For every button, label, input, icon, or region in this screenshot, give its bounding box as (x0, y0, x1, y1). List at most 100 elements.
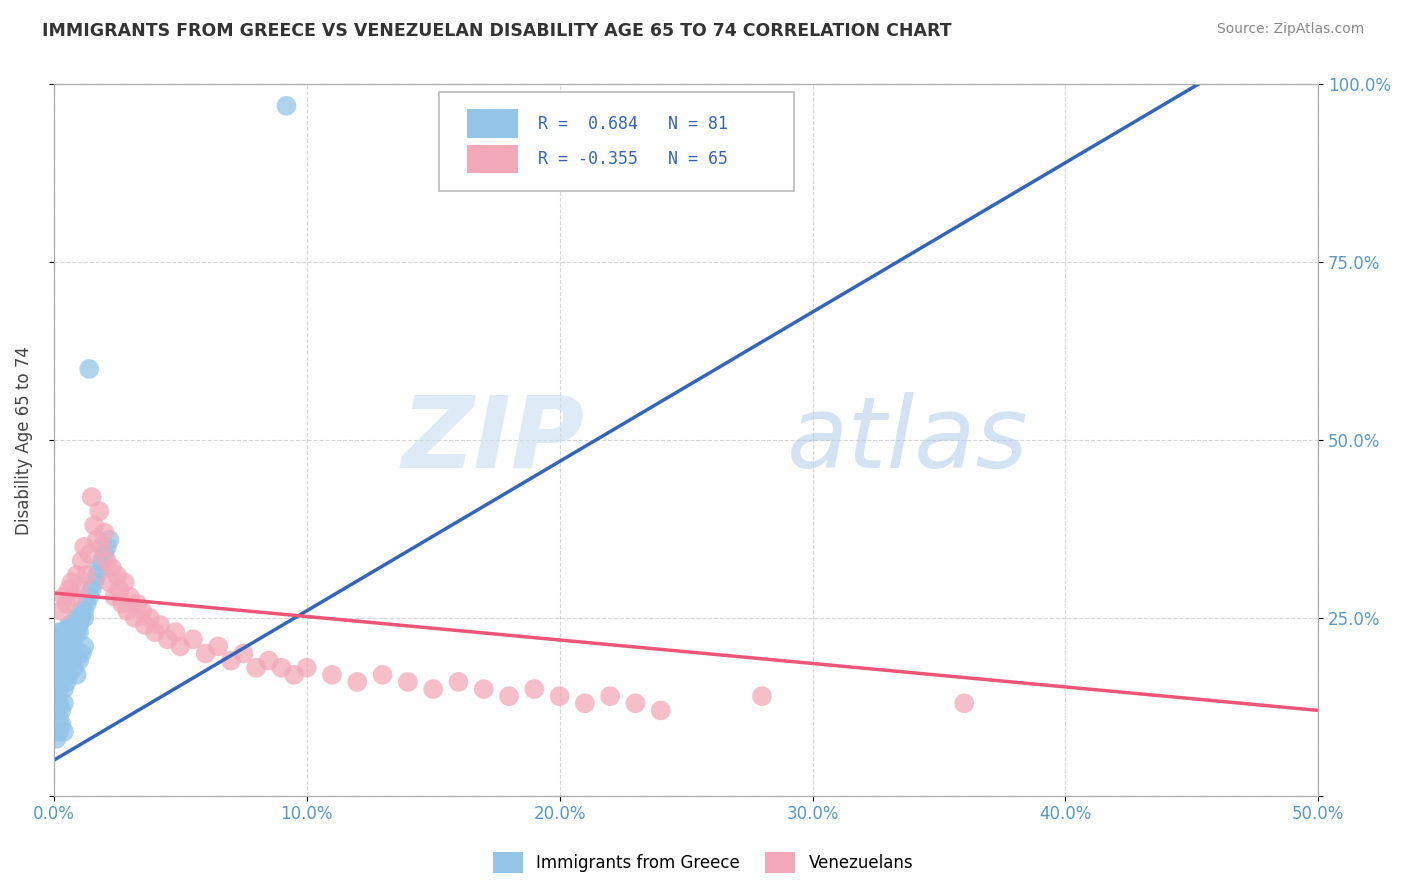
Point (51, 632, 73, 647)
Point (83, 518, 105, 533)
Point (83, 575, 105, 590)
Point (624, 696, 647, 710)
Point (472, 681, 495, 696)
Point (60, 618, 83, 632)
Point (181, 632, 204, 647)
FancyBboxPatch shape (467, 145, 517, 173)
Point (51, 717, 73, 731)
Text: Source: ZipAtlas.com: Source: ZipAtlas.com (1216, 22, 1364, 37)
Text: IMMIGRANTS FROM GREECE VS VENEZUELAN DISABILITY AGE 65 TO 74 CORRELATION CHART: IMMIGRANTS FROM GREECE VS VENEZUELAN DIS… (42, 22, 952, 40)
Point (63, 632, 86, 647)
Point (219, 654, 242, 668)
Point (270, 661, 292, 675)
Point (599, 689, 621, 703)
Point (65, 618, 87, 632)
Legend: Immigrants from Greece, Venezuelans: Immigrants from Greece, Venezuelans (486, 846, 920, 880)
Point (77, 362, 100, 376)
Point (96, 540, 118, 554)
Point (45, 689, 67, 703)
Point (48, 640, 70, 654)
Point (51, 675, 73, 690)
Point (953, 696, 976, 710)
Point (295, 661, 318, 675)
Point (80, 582, 103, 597)
Point (70, 611, 93, 625)
Point (498, 689, 520, 703)
Point (149, 618, 172, 632)
Point (48, 724, 70, 739)
Point (45, 675, 67, 690)
Point (60, 625, 83, 640)
Text: R = -0.355   N = 65: R = -0.355 N = 65 (538, 150, 728, 168)
Point (48, 647, 70, 661)
Point (548, 689, 571, 703)
Point (111, 597, 134, 611)
Point (63, 590, 86, 604)
Point (371, 668, 394, 682)
Point (67, 654, 90, 668)
Point (55, 661, 77, 675)
Point (45, 661, 67, 675)
Point (98, 575, 121, 590)
Point (396, 675, 419, 690)
Point (45, 731, 67, 746)
Point (48, 632, 70, 647)
Point (48, 710, 70, 724)
Point (70, 604, 93, 618)
Point (321, 668, 343, 682)
Point (127, 597, 149, 611)
Point (73, 640, 96, 654)
Point (115, 604, 138, 618)
Point (346, 675, 368, 690)
Point (76, 568, 98, 582)
Point (156, 632, 179, 647)
Point (65, 611, 87, 625)
Point (257, 654, 280, 668)
Point (65, 625, 87, 640)
Point (70, 647, 93, 661)
Point (73, 604, 96, 618)
Point (523, 681, 546, 696)
Point (58, 618, 80, 632)
Point (63, 661, 86, 675)
Point (48, 654, 70, 668)
Point (245, 661, 267, 675)
Point (51, 703, 73, 717)
Point (67, 618, 90, 632)
Point (169, 640, 191, 654)
Point (76, 597, 98, 611)
Point (114, 575, 136, 590)
Point (52, 724, 75, 739)
Point (574, 696, 596, 710)
Point (45, 640, 67, 654)
Point (134, 618, 156, 632)
Point (52, 647, 75, 661)
Point (52, 668, 75, 682)
Point (51, 640, 73, 654)
Point (45, 703, 67, 717)
Point (131, 604, 153, 618)
Point (143, 625, 166, 640)
Text: atlas: atlas (787, 392, 1029, 489)
Point (139, 611, 162, 625)
Point (283, 668, 305, 682)
Point (60, 575, 83, 590)
Point (51, 604, 73, 618)
Point (86, 533, 108, 547)
Point (86, 568, 108, 582)
Point (67, 582, 90, 597)
Point (51, 625, 73, 640)
Point (124, 611, 146, 625)
Point (103, 590, 125, 604)
Point (165, 625, 187, 640)
Point (48, 696, 70, 710)
Point (58, 668, 80, 682)
Point (52, 696, 75, 710)
Point (52, 632, 75, 647)
Point (73, 611, 96, 625)
Point (90, 540, 112, 554)
Point (51, 661, 73, 675)
Point (98, 533, 121, 547)
Point (447, 675, 470, 690)
Point (276, 99, 298, 113)
